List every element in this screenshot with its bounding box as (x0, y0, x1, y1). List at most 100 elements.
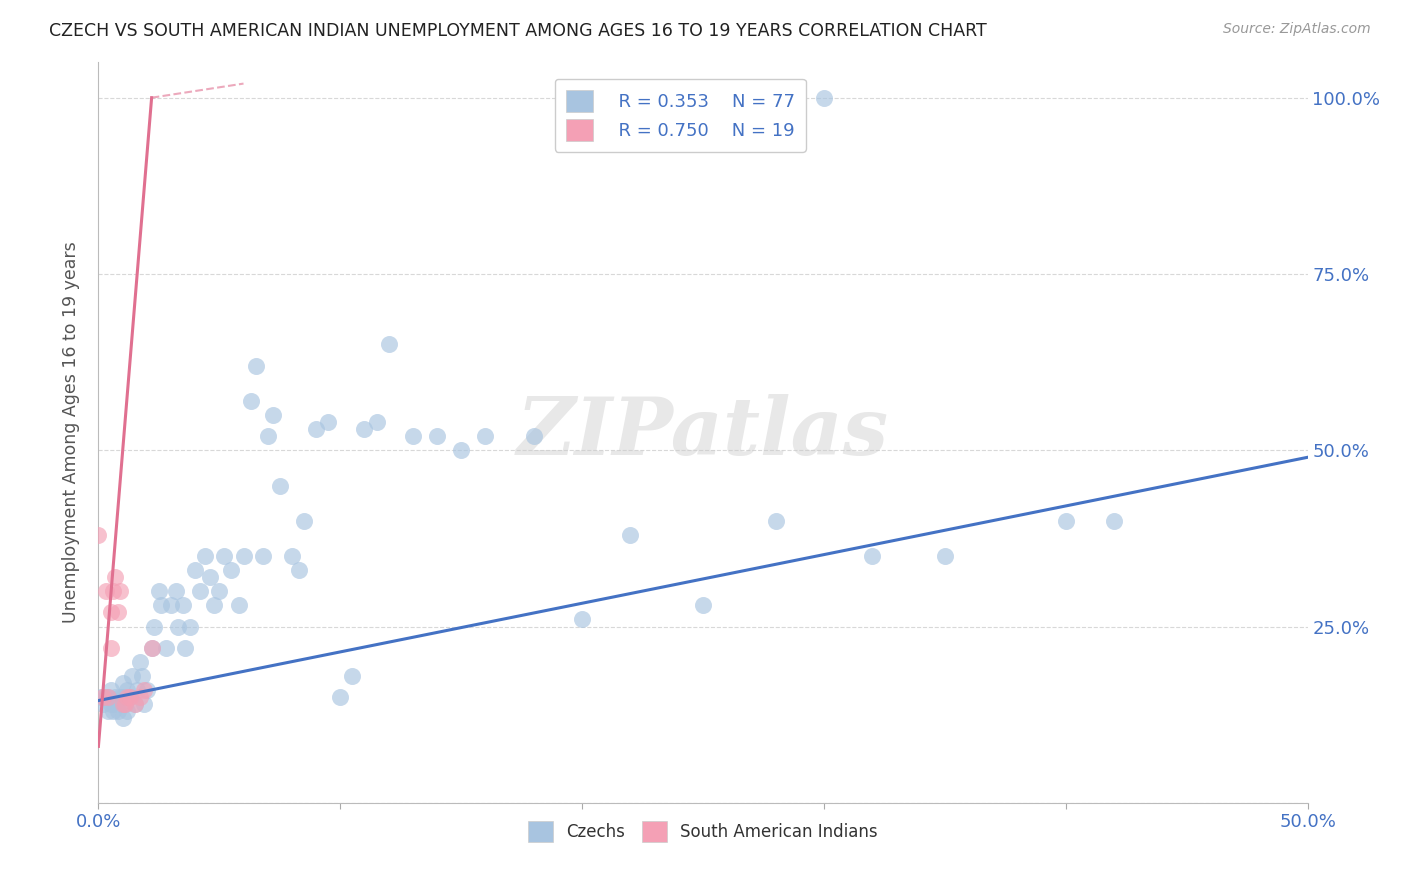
Point (104, 690, 127, 704)
Point (1102, 514, 1125, 528)
Point (619, 528, 641, 542)
Point (111, 676, 134, 690)
Point (134, 683, 156, 698)
Point (204, 599, 226, 613)
Point (107, 606, 129, 620)
Point (252, 549, 274, 563)
Point (342, 669, 364, 683)
Point (134, 697, 156, 711)
Point (94, 690, 117, 704)
Point (124, 697, 146, 711)
Point (100, 697, 122, 711)
Point (117, 704, 139, 718)
Point (221, 563, 243, 577)
Point (198, 570, 221, 584)
Point (104, 570, 127, 584)
Point (245, 359, 267, 373)
Text: CZECH VS SOUTH AMERICAN INDIAN UNEMPLOYMENT AMONG AGES 16 TO 19 YEARS CORRELATIO: CZECH VS SOUTH AMERICAN INDIAN UNEMPLOYM… (49, 22, 987, 40)
Point (148, 584, 170, 599)
Point (172, 599, 194, 613)
Text: ZIPatlas: ZIPatlas (517, 394, 889, 471)
Point (111, 697, 134, 711)
Point (117, 690, 139, 704)
Point (765, 514, 787, 528)
Point (118, 690, 141, 704)
Point (114, 697, 136, 711)
Point (288, 563, 311, 577)
Point (212, 549, 235, 563)
Point (292, 514, 315, 528)
Point (107, 704, 129, 718)
Point (155, 640, 177, 655)
Point (208, 584, 231, 599)
Point (1054, 514, 1077, 528)
Point (128, 655, 150, 669)
Point (100, 683, 122, 698)
Point (167, 619, 190, 633)
Point (111, 711, 134, 725)
Point (101, 704, 124, 718)
Point (150, 599, 173, 613)
Point (108, 690, 131, 704)
Point (523, 429, 546, 443)
Point (124, 697, 146, 711)
Point (426, 429, 449, 443)
Point (232, 549, 254, 563)
Point (91, 690, 114, 704)
Point (450, 443, 472, 458)
Point (104, 697, 127, 711)
Point (256, 429, 278, 443)
Point (141, 640, 163, 655)
Point (101, 584, 124, 599)
Point (91, 697, 114, 711)
Point (474, 429, 496, 443)
Point (239, 393, 262, 408)
Point (262, 408, 284, 422)
Point (97, 690, 120, 704)
Point (194, 549, 217, 563)
Point (269, 478, 291, 492)
Point (174, 640, 197, 655)
Point (692, 599, 714, 613)
Point (402, 429, 425, 443)
Point (353, 422, 375, 436)
Point (305, 422, 328, 436)
Point (108, 584, 131, 599)
Point (135, 683, 157, 698)
Point (114, 697, 136, 711)
Point (165, 584, 187, 599)
Point (94, 584, 117, 599)
Point (117, 683, 139, 698)
Point (141, 640, 163, 655)
Point (131, 669, 153, 683)
Text: Source: ZipAtlas.com: Source: ZipAtlas.com (1223, 22, 1371, 37)
Point (188, 584, 211, 599)
Point (111, 690, 134, 704)
Point (128, 690, 150, 704)
Point (281, 549, 304, 563)
Point (860, 549, 883, 563)
Point (571, 612, 593, 626)
Point (118, 690, 141, 704)
Legend: Czechs, South American Indians: Czechs, South American Indians (520, 813, 886, 850)
Point (121, 669, 143, 683)
Point (329, 690, 352, 704)
Point (97, 704, 120, 718)
Point (316, 415, 339, 429)
Point (87, 528, 110, 542)
Point (143, 619, 166, 633)
Point (184, 563, 207, 577)
Point (813, 91, 835, 105)
Point (228, 599, 250, 613)
Point (100, 640, 122, 655)
Y-axis label: Unemployment Among Ages 16 to 19 years: Unemployment Among Ages 16 to 19 years (62, 242, 80, 624)
Point (934, 549, 956, 563)
Point (90, 690, 112, 704)
Point (179, 619, 201, 633)
Point (377, 337, 399, 351)
Point (87, 810, 110, 824)
Point (160, 599, 183, 613)
Point (366, 415, 388, 429)
Point (127, 683, 149, 698)
Point (97, 690, 120, 704)
